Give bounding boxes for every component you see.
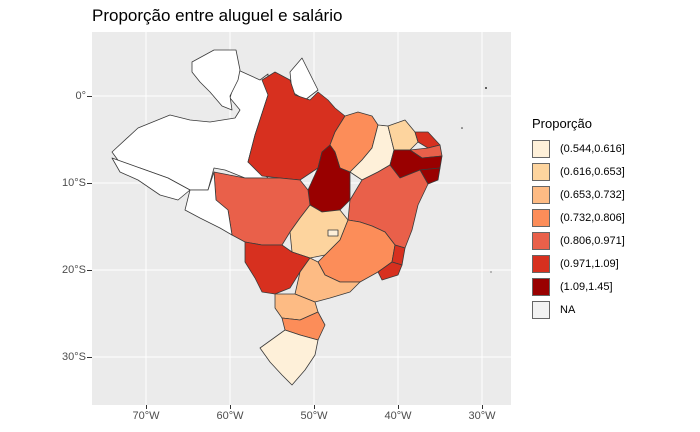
x-tick-label-4: 30°W xyxy=(468,410,496,422)
island-dot xyxy=(485,87,487,89)
legend-swatch xyxy=(532,254,550,273)
y-tick-label-3: 30°S xyxy=(62,351,86,363)
legend-item: (0.732,0.806] xyxy=(532,206,625,229)
legend-item: (0.616,0.653] xyxy=(532,160,625,183)
x-tick-3 xyxy=(398,405,399,409)
y-tick-label-1: 10°S xyxy=(62,177,86,189)
y-tick-1 xyxy=(87,183,92,184)
y-tick-0 xyxy=(87,96,92,97)
brazil-map xyxy=(92,32,511,405)
x-tick-label-1: 60°W xyxy=(216,410,244,422)
legend-label: (0.616,0.653] xyxy=(560,165,625,178)
chart-title: Proporção entre aluguel e salário xyxy=(92,6,343,25)
legend-swatch xyxy=(532,139,550,158)
legend-label: (0.732,0.806] xyxy=(560,211,625,224)
island-dot xyxy=(461,127,463,129)
legend-item: (0.971,1.09] xyxy=(532,252,625,275)
y-tick-label-2: 20°S xyxy=(62,264,86,276)
legend-label: (0.971,1.09] xyxy=(560,257,619,270)
island-dot xyxy=(490,271,492,273)
y-tick-label-0: 0° xyxy=(75,90,86,102)
legend-label: (0.544,0.616] xyxy=(560,142,625,155)
legend-title: Proporção xyxy=(532,116,592,131)
x-tick-4 xyxy=(482,405,483,409)
legend-swatch xyxy=(532,277,550,296)
legend-label: NA xyxy=(560,303,576,316)
legend-item: (0.653,0.732] xyxy=(532,183,625,206)
y-tick-2 xyxy=(87,270,92,271)
state-rs xyxy=(259,329,319,386)
state-ro xyxy=(184,171,233,236)
state-df xyxy=(327,229,339,237)
legend-label: (1.09,1.45] xyxy=(560,280,613,293)
state-rr xyxy=(191,49,241,111)
legend-items: (0.544,0.616] (0.616,0.653] (0.653,0.732… xyxy=(532,137,625,321)
x-tick-label-0: 70°W xyxy=(132,410,160,422)
map-panel xyxy=(92,32,511,405)
legend-swatch xyxy=(532,300,550,319)
legend-item: (0.544,0.616] xyxy=(532,137,625,160)
x-tick-0 xyxy=(146,405,147,409)
state-ce xyxy=(387,119,419,151)
legend: Proporção (0.544,0.616] (0.616,0.653] (0… xyxy=(532,116,625,321)
legend-swatch xyxy=(532,231,550,250)
state-ms xyxy=(244,241,311,295)
legend-item: (0.806,0.971] xyxy=(532,229,625,252)
legend-label: (0.653,0.732] xyxy=(560,188,625,201)
state-rj xyxy=(377,261,403,281)
legend-item: (1.09,1.45] xyxy=(532,275,625,298)
legend-swatch xyxy=(532,208,550,227)
legend-label: (0.806,0.971] xyxy=(560,234,625,247)
x-tick-label-3: 40°W xyxy=(384,410,412,422)
state-mg xyxy=(317,219,396,283)
y-tick-3 xyxy=(87,357,92,358)
x-tick-2 xyxy=(314,405,315,409)
x-tick-label-2: 50°W xyxy=(300,410,328,422)
x-tick-1 xyxy=(230,405,231,409)
legend-swatch xyxy=(532,162,550,181)
legend-swatch xyxy=(532,185,550,204)
legend-item: NA xyxy=(532,298,625,321)
state-ac xyxy=(111,157,191,201)
